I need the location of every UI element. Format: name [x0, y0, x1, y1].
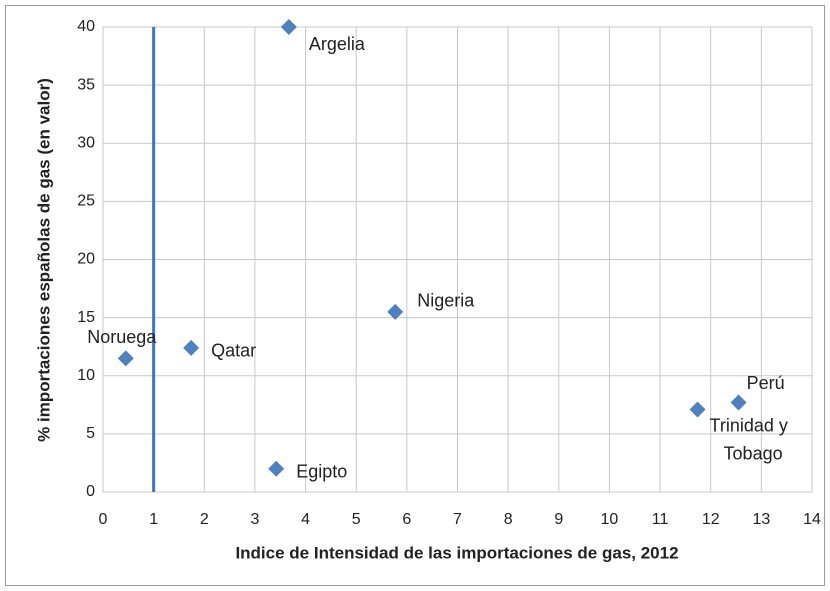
point-label: Egipto	[296, 462, 347, 482]
point-label: Qatar	[211, 341, 256, 361]
y-tick-label: 0	[86, 483, 95, 500]
data-point	[183, 339, 200, 356]
point-label: Noruega	[87, 327, 157, 347]
y-tick-label: 15	[77, 309, 95, 326]
x-tick-label: 9	[554, 511, 563, 528]
data-point	[117, 350, 134, 367]
point-label: Argelia	[309, 34, 366, 54]
y-tick-label: 25	[77, 193, 95, 210]
x-tick-label: 8	[504, 511, 513, 528]
x-tick-label: 12	[702, 511, 720, 528]
point-label: Trinidad y Tobago	[710, 415, 788, 463]
y-tick-label: 5	[86, 425, 95, 442]
x-tick-label: 1	[149, 511, 158, 528]
y-tick-label: 35	[77, 76, 95, 93]
x-tick-label: 2	[200, 511, 209, 528]
data-point	[268, 460, 285, 477]
x-tick-label: 13	[752, 511, 770, 528]
x-tick-label: 3	[250, 511, 259, 528]
x-tick-label: 4	[301, 511, 310, 528]
data-point	[280, 19, 297, 35]
y-axis-title: % importaciones españolas de gas (en val…	[34, 78, 53, 442]
y-tick-label: 30	[77, 134, 95, 151]
x-tick-label: 0	[99, 511, 108, 528]
x-tick-label: 14	[803, 511, 821, 528]
y-tick-label: 40	[77, 18, 95, 35]
data-point	[689, 401, 706, 418]
point-label: Nigeria	[417, 291, 475, 311]
x-axis-title: Indice de Intensidad de las importacione…	[235, 543, 678, 562]
data-point	[730, 394, 747, 411]
x-tick-label: 10	[601, 511, 619, 528]
x-tick-label: 11	[652, 511, 669, 528]
x-tick-label: 5	[352, 511, 361, 528]
data-point	[387, 303, 404, 320]
y-tick-label: 10	[77, 367, 95, 384]
chart-frame	[5, 5, 825, 586]
point-label: Perú	[747, 373, 785, 393]
x-tick-label: 7	[453, 511, 462, 528]
y-tick-label: 20	[77, 251, 95, 268]
x-tick-label: 6	[402, 511, 411, 528]
